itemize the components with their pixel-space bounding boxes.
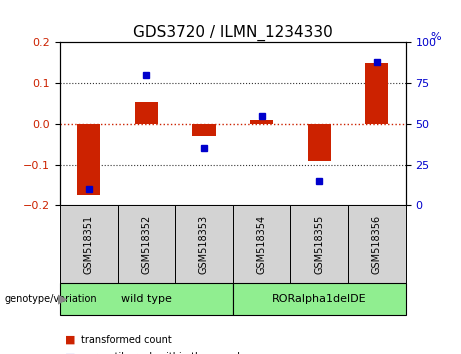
Bar <box>308 124 331 161</box>
Bar <box>365 63 388 124</box>
Text: GSM518356: GSM518356 <box>372 215 382 274</box>
Text: GSM518355: GSM518355 <box>314 215 324 274</box>
Text: GSM518353: GSM518353 <box>199 215 209 274</box>
Bar <box>135 102 158 124</box>
Text: percentile rank within the sample: percentile rank within the sample <box>81 352 246 354</box>
Bar <box>175 205 233 283</box>
Bar <box>290 205 348 283</box>
Text: transformed count: transformed count <box>81 335 171 344</box>
Bar <box>60 283 233 315</box>
Bar <box>60 205 118 283</box>
Text: %: % <box>430 33 441 42</box>
Text: ■: ■ <box>65 335 75 344</box>
Text: genotype/variation: genotype/variation <box>5 294 97 304</box>
Text: GSM518351: GSM518351 <box>84 215 94 274</box>
Title: GDS3720 / ILMN_1234330: GDS3720 / ILMN_1234330 <box>133 25 333 41</box>
Text: ■: ■ <box>65 352 75 354</box>
Text: RORalpha1delDE: RORalpha1delDE <box>272 294 366 304</box>
Bar <box>233 205 290 283</box>
Bar <box>193 124 216 136</box>
Text: ▶: ▶ <box>58 293 67 306</box>
Text: wild type: wild type <box>121 294 172 304</box>
Text: GSM518354: GSM518354 <box>257 215 266 274</box>
Bar <box>250 120 273 124</box>
Bar <box>348 205 406 283</box>
Bar <box>118 205 175 283</box>
Bar <box>77 124 100 195</box>
Text: GSM518352: GSM518352 <box>142 215 151 274</box>
Bar <box>233 283 406 315</box>
